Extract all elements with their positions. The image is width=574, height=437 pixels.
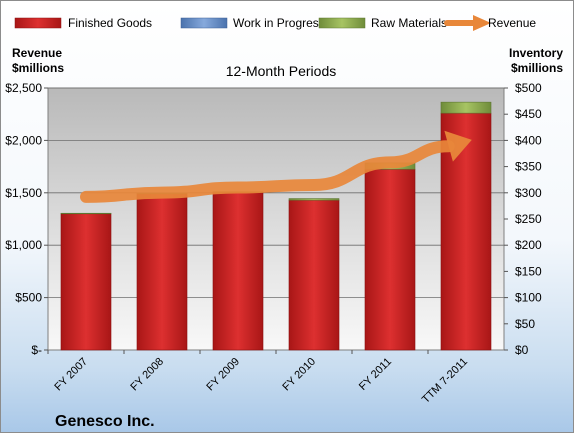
bar-finished-goods (289, 200, 339, 350)
legend-label-finished-goods: Finished Goods (68, 16, 152, 30)
left-tick-label: $- (31, 343, 42, 357)
right-axis-ticks: $0 $50 $100 $150 $200 $250 $300 $350 $400 $450 $50… (504, 81, 542, 357)
bar-raw-materials (441, 102, 491, 113)
legend-item-raw-materials: Raw Materials (319, 16, 447, 30)
x-tick-label: FY 2010 (280, 356, 318, 394)
right-tick-label: $200 (515, 238, 542, 252)
right-tick-label: $400 (515, 133, 542, 147)
x-tick-label: FY 2007 (52, 356, 90, 394)
legend-item-revenue: Revenue (447, 15, 536, 31)
right-tick-label: $500 (515, 81, 542, 95)
legend: Finished Goods Work in Progress Raw Mate… (15, 15, 536, 31)
x-axis-ticks: FY 2007 FY 2008 FY 2009 FY 2010 FY 2011 TTM 7… (48, 350, 470, 406)
chart-title: 12-Month Periods (226, 63, 337, 79)
left-tick-label: $1,500 (5, 186, 42, 200)
bar-finished-goods (213, 192, 263, 350)
right-tick-label: $50 (515, 317, 535, 331)
right-tick-label: $0 (515, 343, 529, 357)
legend-item-finished-goods: Finished Goods (15, 16, 152, 30)
legend-item-work-in-progress: Work in Progress (181, 16, 325, 30)
legend-swatch-raw-materials (319, 18, 365, 28)
legend-label-revenue: Revenue (488, 16, 536, 30)
plot-area (48, 88, 504, 350)
left-axis-ticks: $- $500 $1,000 $1,500 $2,000 $2,500 (5, 81, 48, 357)
left-tick-label: $2,500 (5, 81, 42, 95)
left-axis-label-line-1: Revenue (12, 46, 62, 60)
bar-raw-materials (61, 213, 111, 214)
company-name: Genesco Inc. (55, 413, 155, 430)
right-tick-label: $450 (515, 107, 542, 121)
bar-finished-goods (61, 214, 111, 350)
right-axis-label-line-1: Inventory (509, 46, 563, 60)
legend-label-raw-materials: Raw Materials (371, 16, 447, 30)
right-tick-label: $350 (515, 160, 542, 174)
left-tick-label: $2,000 (5, 133, 42, 147)
right-tick-label: $150 (515, 264, 542, 278)
left-tick-label: $1,000 (5, 238, 42, 252)
right-tick-label: $100 (515, 291, 542, 305)
legend-swatch-finished-goods (15, 18, 61, 28)
x-tick-label: TTM 7-2011 (420, 356, 470, 406)
bar-finished-goods (137, 194, 187, 350)
x-tick-label: FY 2011 (357, 356, 394, 393)
legend-label-work-in-progress: Work in Progress (233, 16, 325, 30)
legend-swatch-work-in-progress (181, 18, 227, 28)
right-tick-label: $300 (515, 186, 542, 200)
right-tick-label: $250 (515, 212, 542, 226)
right-axis-label-line-2: $millions (511, 61, 563, 75)
x-tick-label: FY 2009 (204, 356, 242, 394)
left-tick-label: $500 (15, 291, 42, 305)
bar-raw-materials (289, 199, 339, 201)
bar-finished-goods (365, 169, 415, 350)
x-tick-label: FY 2008 (128, 356, 166, 394)
left-axis-label-line-2: $millions (12, 61, 64, 75)
